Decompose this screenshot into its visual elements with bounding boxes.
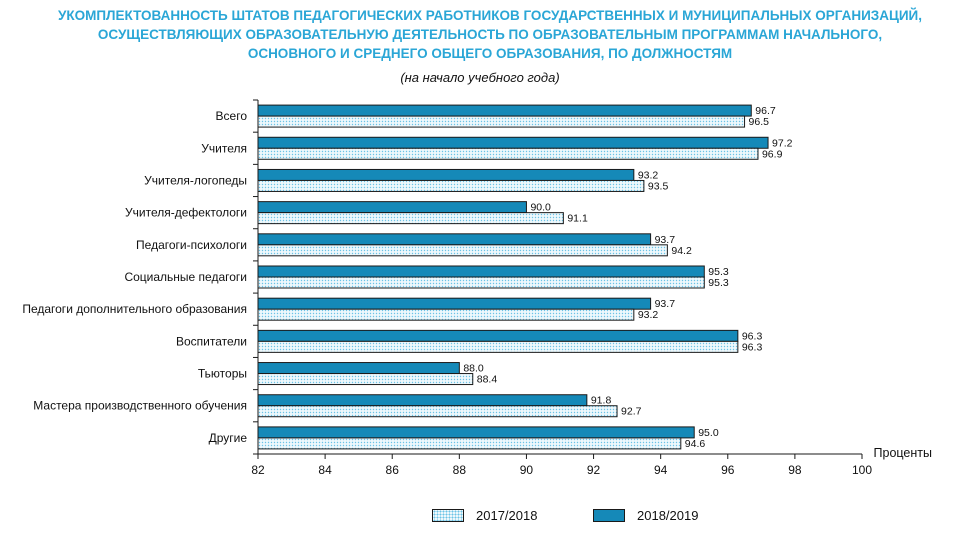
data-label-2018-2019: 91.8: [591, 395, 612, 407]
bar-2018-2019: [257, 136, 769, 149]
x-tick-label: 84: [318, 463, 332, 477]
category-label: Воспитатели: [176, 334, 247, 348]
data-label-2018-2019: 96.3: [742, 330, 763, 342]
category-label: Учителя: [201, 141, 247, 155]
x-tick-label: 90: [520, 463, 534, 477]
bar-2018-2019: [257, 201, 527, 214]
bar-2018-2019: [257, 362, 460, 375]
category-label: Другие: [209, 431, 248, 445]
category-label: Мастера производственного обучения: [33, 399, 247, 413]
category-label: Тьюторы: [198, 367, 247, 381]
bar-2017-2018: [257, 437, 682, 450]
bar-2018-2019: [257, 394, 588, 407]
category-label: Педагоги-психологи: [136, 238, 247, 252]
data-label-2017-2018: 93.5: [648, 180, 669, 192]
data-label-2017-2018: 96.9: [762, 148, 783, 160]
data-label-2017-2018: 95.3: [708, 277, 729, 289]
chart-title: УКОМПЛЕКТОВАННОСТЬ ШТАТОВ ПЕДАГОГИЧЕСКИХ…: [40, 6, 940, 63]
x-tick-label: 96: [721, 463, 735, 477]
bar-2018-2019: [257, 426, 695, 439]
bar-2018-2019: [257, 168, 635, 181]
legend-label-2017-2018: 2017/2018: [476, 508, 538, 523]
legend-swatch-2017-2018: [432, 509, 464, 522]
category-label: Педагоги дополнительного образования: [22, 302, 247, 316]
x-tick-label: 100: [852, 463, 872, 477]
bar-2017-2018: [257, 147, 759, 160]
bar-2017-2018: [257, 244, 668, 257]
bar-2018-2019: [257, 265, 705, 278]
data-label-2017-2018: 91.1: [567, 213, 588, 225]
legend-item-2017-2018: 2017/2018: [432, 508, 537, 523]
data-label-2018-2019: 90.0: [530, 202, 551, 214]
bar-2018-2019: [257, 297, 652, 310]
category-label: Всего: [216, 109, 248, 123]
bar-2017-2018: [257, 405, 618, 418]
bar-2018-2019: [257, 233, 652, 246]
bar-2017-2018: [257, 276, 705, 289]
bar-2017-2018: [257, 308, 635, 321]
data-label-2017-2018: 88.4: [477, 374, 498, 386]
legend-item-2018-2019: 2018/2019: [593, 508, 698, 523]
bar-2017-2018: [257, 179, 645, 192]
category-label: Социальные педагоги: [124, 270, 247, 284]
data-label-2017-2018: 96.3: [742, 341, 763, 353]
data-label-2017-2018: 93.2: [638, 309, 659, 321]
data-label-2018-2019: 96.7: [755, 105, 776, 117]
data-label-2017-2018: 96.5: [749, 116, 770, 128]
data-label-2017-2018: 94.6: [685, 438, 706, 450]
chart-legend: 2017/2018 2018/2019: [0, 508, 960, 528]
data-label-2018-2019: 95.0: [698, 427, 719, 439]
x-tick-label: 98: [788, 463, 802, 477]
bar-2018-2019: [257, 104, 752, 117]
x-tick-label: 94: [654, 463, 668, 477]
bar-2017-2018: [257, 340, 739, 353]
data-label-2018-2019: 93.7: [655, 298, 676, 310]
x-axis-label: Проценты: [874, 446, 932, 460]
data-label-2018-2019: 97.2: [772, 137, 793, 149]
data-label-2017-2018: 94.2: [671, 245, 692, 257]
data-label-2018-2019: 93.2: [638, 169, 659, 181]
bar-2017-2018: [257, 212, 564, 225]
legend-label-2018-2019: 2018/2019: [637, 508, 699, 523]
data-label-2017-2018: 92.7: [621, 406, 642, 418]
title-line-2: ОСУЩЕСТВЛЯЮЩИХ ОБРАЗОВАТЕЛЬНУЮ ДЕЯТЕЛЬНО…: [97, 27, 883, 42]
legend-swatch-2018-2019: [593, 509, 625, 522]
title-line-3: ОСНОВНОГО И СРЕДНЕГО ОБЩЕГО ОБРАЗОВАНИЯ,…: [247, 46, 733, 61]
bar-2018-2019: [257, 329, 739, 342]
category-label: Учителя-дефектологи: [125, 206, 247, 220]
category-label: Учителя-логопеды: [144, 173, 247, 187]
x-tick-label: 92: [587, 463, 601, 477]
data-label-2018-2019: 95.3: [708, 266, 729, 278]
bar-2017-2018: [257, 373, 474, 386]
x-tick-label: 88: [453, 463, 467, 477]
bar-2017-2018: [257, 115, 746, 128]
data-label-2018-2019: 93.7: [655, 234, 676, 246]
chart-subtitle: (на начало учебного года): [400, 70, 560, 85]
data-label-2018-2019: 88.0: [463, 363, 484, 375]
x-tick-label: 86: [386, 463, 400, 477]
x-tick-label: 82: [251, 463, 265, 477]
title-line-1: УКОМПЛЕКТОВАННОСТЬ ШТАТОВ ПЕДАГОГИЧЕСКИХ…: [57, 8, 923, 23]
